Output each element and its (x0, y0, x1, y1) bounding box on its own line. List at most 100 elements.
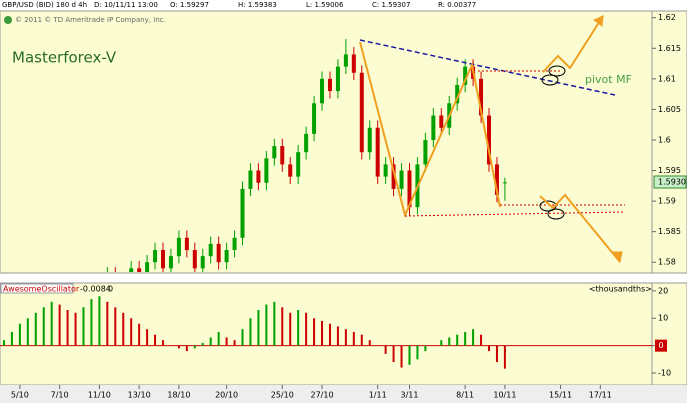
candle-body (343, 54, 348, 67)
y-tick-label: 1.6 (658, 135, 671, 144)
oscillator-bar (177, 345, 180, 349)
x-tick-label: 7/10 (51, 391, 69, 400)
oscillator-bar (400, 345, 403, 368)
candle-body (479, 78, 484, 116)
candle-body (145, 262, 150, 272)
oscillator-bar (106, 301, 109, 346)
indicator-title: AwesomeOscillator (3, 285, 80, 294)
range: R: 0.00377 (438, 1, 476, 9)
indicator-value: -0.0084 (80, 285, 111, 294)
oscillator-bar (321, 320, 324, 346)
candle-body (296, 152, 301, 177)
oscillator-bar (138, 323, 141, 346)
low: L: 1.59006 (306, 1, 344, 9)
oscillator-bar (328, 323, 331, 346)
logo (4, 16, 12, 24)
candle-body (407, 170, 412, 208)
oscillator-bar (456, 334, 459, 346)
candle-body (359, 72, 364, 153)
oscillator-bar (201, 342, 204, 346)
x-tick-label: 11/10 (88, 391, 111, 400)
candle-body (375, 127, 380, 177)
oscillator-bar (360, 334, 363, 346)
y-tick-label: 1.58 (658, 258, 676, 267)
oscillator-bar (130, 318, 133, 346)
candle-body (248, 170, 253, 189)
oscillator-bar (42, 307, 45, 346)
oscillator-bar (392, 345, 395, 363)
y-tick-label: 1.59 (658, 197, 676, 206)
candle-body (264, 158, 269, 183)
x-tick-label: 25/10 (271, 391, 294, 400)
annotations (359, 15, 626, 264)
oscillator-bar (472, 329, 475, 346)
candle-body (351, 54, 356, 73)
candle-body (153, 249, 158, 263)
oscillator-bar (193, 345, 196, 349)
oscillator-bar (217, 331, 220, 346)
oscillator-bar (297, 310, 300, 346)
candle-body (129, 268, 134, 272)
x-tick-label: 13/10 (128, 391, 151, 400)
x-tick-label: 27/10 (310, 391, 333, 400)
oscillator-bar (34, 312, 37, 346)
copyright: © 2011 © TD Ameritrade IP Company, Inc. (15, 16, 166, 24)
candle-body (256, 170, 261, 183)
x-tick-label: 18/10 (167, 391, 190, 400)
oscillator-bar (18, 323, 21, 346)
candle-body (168, 256, 173, 269)
candle-body (431, 115, 436, 140)
indicator-zero: 0 (108, 285, 113, 294)
date: D: 10/11/11 13:00 (94, 1, 158, 9)
oscillator-bar (440, 340, 443, 346)
indicator-box (0, 283, 74, 294)
open: O: 1.59297 (170, 1, 209, 9)
candle-body (320, 78, 325, 104)
oscillator-bar (98, 296, 101, 346)
pivot-label: pivot MF (585, 73, 632, 86)
candle-body (327, 78, 332, 92)
oscillator-bar (384, 345, 387, 354)
y-tick-label: -10 (658, 369, 671, 378)
candle-body (224, 249, 229, 263)
oscillator-bar (233, 340, 236, 346)
symbol: GBP/USD (BID) 180 d 4h (2, 1, 87, 9)
oscillator-bar (503, 345, 506, 369)
x-tick-label: 15/11 (549, 391, 572, 400)
oscillator-bar (313, 318, 316, 346)
candle-body (161, 249, 165, 269)
candle-body (272, 146, 277, 159)
y-tick-label: 0 (658, 341, 663, 350)
candle-body (288, 164, 293, 177)
candle-body (399, 170, 404, 189)
x-tick-label: 10/11 (493, 391, 516, 400)
oscillator-bar (257, 310, 260, 346)
y-tick-label: 20 (658, 286, 668, 295)
oscillator-bar (209, 337, 212, 346)
oscillator-bar (265, 304, 268, 346)
x-tick-label: 17/11 (589, 391, 612, 400)
oscillator-bar (352, 331, 355, 346)
last-price-box (653, 175, 687, 189)
candle-body (232, 237, 237, 250)
oscillator-bar (122, 312, 125, 346)
candle-body (487, 115, 491, 165)
candle-body (494, 164, 499, 195)
candle-body (192, 249, 197, 269)
y-tick-label: 1.595 (658, 166, 681, 175)
oscillator-bar (408, 345, 411, 365)
date-strip (0, 385, 687, 403)
x-tick-label: 8/11 (456, 391, 474, 400)
oscillator-bar (185, 345, 188, 352)
last-price: 1.5930 (658, 178, 686, 187)
oscillator-panel (0, 282, 687, 386)
candle-body (391, 164, 396, 189)
oscillator-bar (26, 318, 29, 346)
oscillator-bar (66, 310, 69, 346)
candle-body (439, 115, 444, 128)
candle-body (312, 103, 317, 134)
oscillator-bar (344, 329, 347, 346)
candle-body (137, 268, 142, 272)
oscillator-bar (336, 326, 339, 346)
close: C: 1.59307 (372, 1, 410, 9)
